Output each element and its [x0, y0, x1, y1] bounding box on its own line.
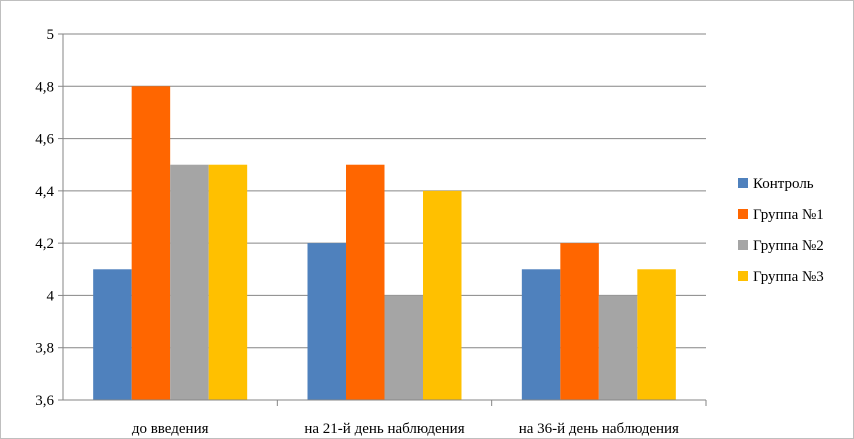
- x-tick-label: на 21-й день наблюдения: [304, 421, 464, 437]
- bar: [208, 164, 248, 400]
- x-tick-label: до введения: [132, 421, 209, 437]
- bar: [307, 243, 346, 400]
- bar: [93, 269, 132, 400]
- bar: [560, 243, 599, 400]
- y-tick-label: 4,4: [35, 184, 54, 200]
- legend: Контроль Группа №1 Группа №2 Группа №3: [738, 176, 824, 285]
- legend-label: Контроль: [753, 176, 814, 192]
- y-tick-label: 4: [47, 288, 55, 304]
- bar: [423, 190, 462, 400]
- bar: [637, 269, 676, 400]
- y-tick-label: 5: [47, 27, 55, 43]
- bar: [346, 164, 385, 400]
- axes: [62, 34, 707, 406]
- y-axis-ticks: 3,6 3,8 4 4,2 4,4 4,6 4,8 5: [35, 27, 54, 409]
- y-tick-label: 3,8: [35, 341, 54, 357]
- y-tick-label: 4,2: [35, 236, 54, 252]
- bar: [170, 164, 209, 400]
- legend-label: Группа №1: [753, 207, 824, 223]
- bar: [521, 269, 561, 400]
- y-tick-label: 4,6: [35, 132, 54, 148]
- x-axis-ticks: до введения на 21-й день наблюдения на 36-…: [132, 421, 679, 437]
- legend-label: Группа №3: [753, 269, 824, 285]
- bar: [131, 86, 171, 401]
- x-tick-label: на 36-й день наблюдения: [519, 421, 679, 437]
- bars: [93, 86, 676, 401]
- legend-swatch: [738, 271, 748, 281]
- legend-swatch: [738, 240, 748, 250]
- legend-label: Группа №2: [753, 238, 824, 254]
- bar: [598, 295, 638, 400]
- legend-swatch: [738, 209, 748, 219]
- legend-swatch: [738, 178, 748, 188]
- y-tick-label: 3,6: [35, 393, 54, 409]
- y-tick-label: 4,8: [35, 79, 54, 95]
- bar: [384, 295, 423, 400]
